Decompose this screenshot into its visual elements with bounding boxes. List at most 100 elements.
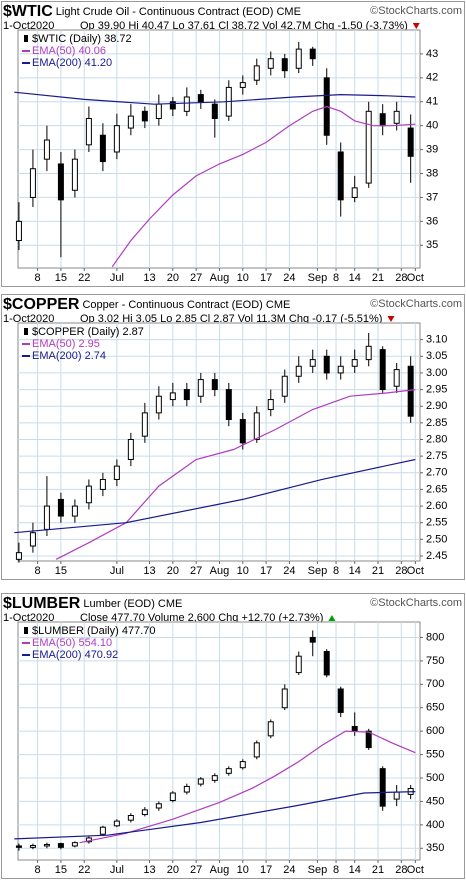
- candle-body: [239, 82, 246, 88]
- y-tick-label: 2.45: [426, 550, 447, 562]
- y-tick-label: 2.70: [426, 467, 447, 479]
- candle-body: [393, 369, 400, 387]
- candle-body: [29, 532, 36, 547]
- candle-body: [309, 636, 316, 643]
- x-tick-label: 8: [333, 565, 339, 577]
- candle-body: [71, 158, 78, 191]
- y-tick-label: 550: [426, 748, 444, 760]
- x-tick-label: 10: [237, 864, 249, 876]
- quote-date: 1-Oct2020: [3, 313, 54, 325]
- candle-body: [43, 844, 50, 847]
- x-tick-label: Oct: [407, 864, 424, 876]
- candle-body: [281, 58, 288, 72]
- candle-body: [43, 139, 50, 160]
- candle-body: [267, 399, 274, 411]
- candle-body: [155, 103, 162, 120]
- candle-body: [351, 725, 358, 732]
- x-tick-label: 22: [78, 864, 90, 876]
- candle-body: [113, 125, 120, 153]
- x-tick-label: Jul: [110, 864, 124, 876]
- source: ©StockCharts.com: [370, 597, 462, 609]
- x-tick-label: 24: [283, 565, 295, 577]
- candle-body: [141, 809, 148, 816]
- candle-body: [15, 552, 22, 560]
- candle-body: [183, 96, 190, 112]
- candle-body: [365, 110, 372, 184]
- x-tick-label: 27: [190, 864, 202, 876]
- candle-body: [351, 359, 358, 367]
- legend-candle-icon: [24, 35, 28, 42]
- candle-body: [183, 785, 190, 793]
- candle-body: [253, 65, 260, 81]
- legend-candle-icon: [24, 627, 28, 634]
- candle-body: [379, 768, 386, 807]
- candle-body: [337, 688, 344, 713]
- x-tick-label: 13: [143, 864, 155, 876]
- legend-label: EMA(200) 2.74: [32, 350, 106, 362]
- candle-body: [337, 151, 344, 201]
- candle-body: [379, 113, 386, 127]
- candle-body: [309, 359, 316, 367]
- plot-marks: [14, 630, 416, 851]
- y-tick-label: 400: [426, 819, 444, 831]
- y-tick-label: 2.60: [426, 500, 447, 512]
- legend-label: EMA(200) 41.20: [32, 57, 112, 69]
- y-tick-label: 3.10: [426, 334, 447, 346]
- symbol: $COPPER: [3, 296, 80, 313]
- y-tick-label: 450: [426, 795, 444, 807]
- x-tick-label: 21: [372, 565, 384, 577]
- candle-body: [239, 761, 246, 769]
- candle-body: [43, 505, 50, 530]
- x-tick-label: 17: [260, 864, 272, 876]
- x-tick-label: 20: [167, 272, 179, 284]
- panel-header: $COPPER Copper - Continuous Contract (EOD…: [3, 296, 290, 313]
- y-tick-label: 35: [426, 239, 438, 251]
- ema-line: [55, 389, 416, 560]
- candle-body: [253, 412, 260, 441]
- y-tick-label: 600: [426, 725, 444, 737]
- candle-body: [281, 688, 288, 709]
- x-tick-label: 14: [349, 864, 361, 876]
- candle-body: [267, 58, 274, 69]
- candle-body: [127, 439, 134, 460]
- candle-body: [155, 803, 162, 809]
- y-tick-label: 2.65: [426, 483, 447, 495]
- instrument-title: Lumber (EOD) CME: [83, 598, 182, 610]
- x-tick-label: 15: [55, 272, 67, 284]
- source: ©StockCharts.com: [370, 298, 462, 310]
- candle-body: [351, 187, 358, 198]
- candle-body: [295, 655, 302, 674]
- candle-body: [99, 826, 106, 835]
- candle-body: [197, 379, 204, 397]
- y-tick-label: 350: [426, 842, 444, 854]
- y-tick-label: 2.50: [426, 533, 447, 545]
- candle-body: [113, 820, 120, 827]
- y-tick-label: 41: [426, 96, 438, 108]
- candle-body: [57, 498, 64, 517]
- y-tick-label: 750: [426, 655, 444, 667]
- legend-candle-icon: [24, 328, 28, 335]
- x-tick-label: 24: [283, 272, 295, 284]
- candle-body: [113, 465, 120, 480]
- x-tick-label: 8: [35, 272, 41, 284]
- candle-body: [365, 345, 372, 361]
- y-tick-label: 3.00: [426, 367, 447, 379]
- candle-body: [197, 94, 204, 103]
- y-tick-label: 650: [426, 702, 444, 714]
- candle-body: [15, 845, 22, 848]
- x-tick-label: 13: [143, 272, 155, 284]
- candle-body: [183, 389, 190, 401]
- candle-body: [169, 392, 176, 401]
- candle-body: [71, 842, 78, 847]
- y-tick-label: 800: [426, 631, 444, 643]
- candle-body: [29, 844, 36, 848]
- quote-date: 1-Oct2020: [3, 612, 54, 624]
- x-tick-label: Sep: [308, 565, 328, 577]
- quote-date: 1-Oct2020: [3, 20, 54, 32]
- plot-marks: [14, 332, 416, 563]
- candle-body: [407, 127, 414, 157]
- candle-body: [211, 103, 218, 120]
- candle-body: [407, 365, 414, 417]
- instrument-title: Copper - Continuous Contract (EOD) CME: [82, 299, 290, 311]
